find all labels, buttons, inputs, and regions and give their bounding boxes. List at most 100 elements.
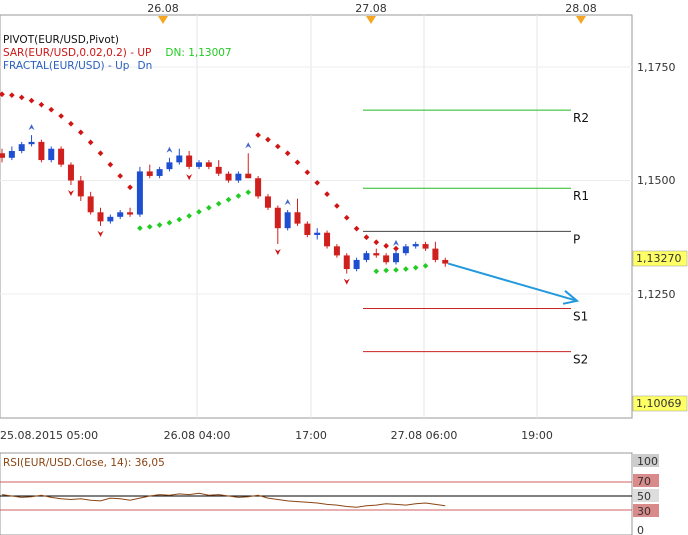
pivot-label-r2: R2: [573, 111, 589, 125]
sar-dot-down: [393, 245, 399, 252]
candle-body: [67, 164, 74, 181]
sar-dot-down: [373, 239, 380, 246]
candle-body: [146, 171, 153, 176]
fractal-dn-marker: [97, 230, 104, 237]
rsi-tick-bg: [633, 474, 659, 487]
candle-body: [393, 253, 399, 263]
legend-fractal-dn: Dn: [137, 60, 152, 72]
fractal-up-marker: [393, 239, 399, 246]
candle-body: [294, 212, 301, 224]
sar-dot-down: [353, 225, 360, 232]
sar-dot-down: [68, 120, 74, 127]
pivot-label-r1: R1: [573, 189, 589, 203]
sar-dot-down: [265, 136, 271, 143]
time-axis: 25.08.2015 05:00 26.08 04:00 17:00 27.08…: [0, 429, 553, 442]
candle-body: [8, 150, 15, 158]
candle-body: [225, 173, 232, 181]
date-marker-label: 28.08: [565, 2, 597, 15]
sar-dot-up: [215, 200, 222, 207]
candle-body: [314, 232, 321, 235]
sar-dot-down: [284, 150, 291, 157]
candle-body: [412, 244, 419, 247]
sar-dot-down: [343, 214, 350, 221]
legend-sar-up: UP: [137, 47, 151, 59]
candle-body: [117, 212, 124, 217]
fractal-markers: [28, 124, 399, 285]
candle-body: [422, 244, 429, 249]
candle-body: [353, 259, 360, 270]
legend-fractal-up: Up: [115, 60, 130, 72]
sar-dot-up: [176, 216, 183, 223]
sar-dot-up: [206, 204, 212, 211]
rsi-panel: [0, 452, 633, 535]
fractal-dn-marker: [274, 249, 281, 256]
sar-dot-up: [422, 263, 429, 269]
sar-dot-up: [156, 222, 163, 228]
pivot-label-p: P: [573, 232, 580, 246]
sar-dot-down: [383, 243, 389, 249]
candle-body: [432, 248, 439, 260]
sar-dot-up: [166, 219, 173, 226]
fractal-up-marker: [245, 142, 252, 149]
rsi-line: [1, 492, 446, 508]
pivot-levels: R2 R1 P S1 S2: [363, 109, 589, 367]
fractal-dn-marker: [186, 174, 193, 181]
sar-dot-down: [97, 150, 104, 157]
date-marker-triangle: [158, 16, 168, 24]
current-price-label: 1,13270: [636, 252, 682, 265]
forecast-arrow-line: [447, 262, 578, 302]
current-price-tag: [632, 250, 688, 267]
rsi-tick-bg: [633, 489, 659, 502]
candle-body: [324, 232, 331, 247]
candle-body: [87, 196, 94, 213]
candle-body: [156, 169, 163, 176]
sar-dots: [0, 91, 429, 275]
legend-sar: SAR(EUR/USD,0.02,0.2) - UP DN: 1,13007: [3, 47, 232, 59]
candle-body: [196, 162, 202, 167]
sar-dot-down: [314, 179, 321, 186]
candle-body: [77, 180, 84, 197]
sar-dot-up: [383, 267, 389, 274]
fractal-up-marker: [28, 124, 35, 131]
candle-body: [284, 212, 291, 229]
candle-body: [48, 148, 55, 161]
candle-body: [215, 166, 222, 174]
legend-sar-name: SAR(EUR/USD,0.02,0.2) -: [3, 47, 137, 59]
candle-body: [245, 173, 252, 179]
legend: PIVOT(EUR/USD,Pivot) SAR(EUR/USD,0.02,0.…: [3, 34, 232, 72]
sar-dot-down: [107, 161, 114, 168]
rsi-tick: 70: [637, 475, 651, 488]
date-marker-label: 26.08: [147, 2, 179, 15]
time-label: 27.08 06:00: [391, 429, 458, 442]
sar-dot-down: [274, 143, 281, 150]
sar-dot-up: [393, 267, 399, 273]
sar-dot-down: [255, 132, 261, 138]
sar-dot-down: [363, 234, 370, 241]
candle-body: [28, 141, 35, 145]
price-axis: 1,1750 1,1500 1,1250 1,13270 1,10069: [632, 61, 688, 412]
sar-dot-down: [324, 191, 330, 197]
legend-fractal: FRACTAL(EUR/USD) - Up Dn: [3, 60, 152, 72]
rsi-tick-bg: [633, 504, 659, 517]
candle-body: [205, 162, 212, 167]
rsi-tick: 100: [637, 455, 658, 468]
candle-body: [18, 144, 25, 151]
rsi-tick-bg: [633, 454, 659, 467]
candle-body: [274, 207, 281, 229]
candle-body: [0, 153, 5, 158]
rsi-tick: 30: [637, 505, 651, 518]
date-marker-triangle: [576, 16, 586, 24]
price-tick: 1,1250: [637, 288, 676, 301]
rsi-tick: 50: [637, 490, 651, 503]
rsi-legend: RSI(EUR/USD.Close, 14): 36,05: [3, 457, 165, 469]
fractal-up-marker: [166, 146, 173, 153]
sar-dot-up: [235, 193, 242, 199]
sar-dot-up: [186, 213, 192, 219]
sar-dot-down: [127, 184, 133, 191]
sar-dot-down: [334, 203, 340, 209]
candle-body: [38, 141, 45, 161]
candle-body: [186, 155, 193, 167]
candle-body: [402, 246, 409, 254]
date-marker-triangle: [366, 16, 376, 24]
sar-dot-up: [412, 264, 419, 271]
